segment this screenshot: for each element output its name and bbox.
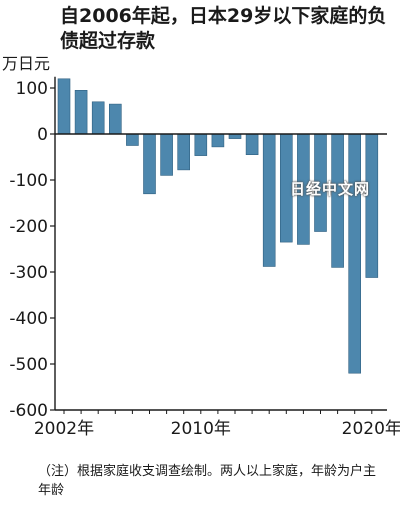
bar-2002: [57, 78, 71, 135]
bar-2018: [331, 133, 344, 268]
bar-2009: [177, 133, 190, 171]
bar-2004: [91, 101, 105, 135]
y-tick-label: 100: [16, 79, 48, 99]
bar-2006: [126, 133, 139, 146]
bar-2007: [143, 133, 156, 195]
y-tick-label: -200: [9, 217, 48, 237]
chart-note: （注）根据家庭收支调查绘制。两人以上家庭，年龄为户主年龄: [38, 464, 377, 498]
y-tick-label: -600: [9, 401, 48, 421]
y-axis-unit: 万日元: [2, 54, 51, 73]
x-tick-label: 2020年: [342, 419, 400, 439]
y-tick-label: -400: [9, 309, 48, 329]
x-tick-label: 2010年: [171, 419, 231, 439]
y-tick-label: 0: [37, 125, 48, 145]
bar-2019: [348, 133, 362, 374]
x-tick-label: 2002年: [34, 419, 94, 439]
y-tick-label: -300: [9, 263, 48, 283]
bar-2020: [365, 133, 379, 278]
bar-2008: [160, 133, 173, 176]
bar-2010: [194, 133, 208, 156]
bar-2005: [109, 103, 122, 135]
y-tick-label: -500: [9, 355, 48, 375]
chart-title: 自2006年起，日本29岁以下家庭的负债超过存款: [60, 5, 387, 52]
bar-2014: [262, 133, 276, 267]
bar-2003: [74, 90, 88, 135]
watermark-logo: 日经中文网: [290, 180, 371, 198]
bar-2013: [245, 133, 259, 156]
bar-2011: [211, 133, 225, 148]
y-tick-label: -100: [9, 171, 48, 191]
